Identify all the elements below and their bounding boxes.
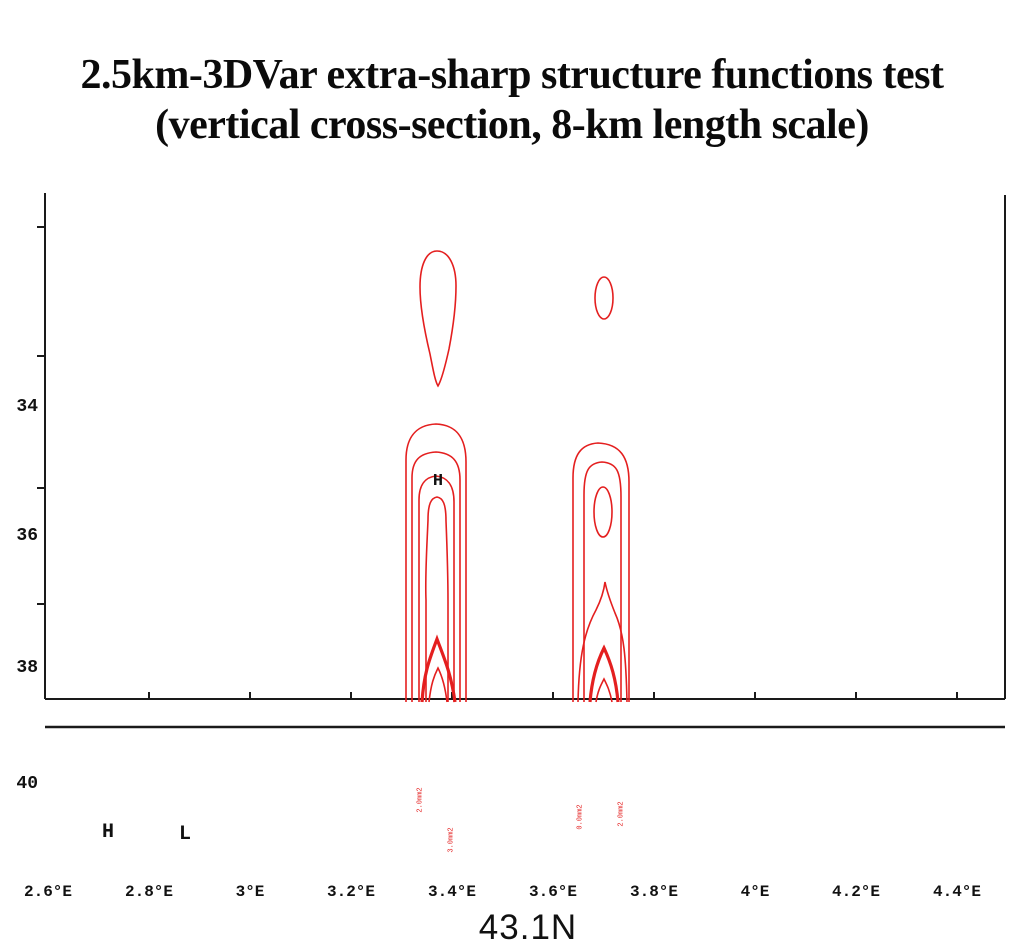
small-cell-contour [594, 276, 614, 320]
page-title-line2: (vertical cross-section, 8-km length sca… [155, 102, 869, 148]
y-tick-38: 38 [16, 658, 38, 678]
contour-value-label: 2.0mm2 [416, 786, 425, 814]
teardrop-high-contour [419, 250, 457, 388]
x-tick-3-2e: 3.2°E [326, 883, 375, 901]
x-tick-2-8e: 2.8°E [124, 883, 173, 901]
y-tick-40: 40 [16, 774, 38, 794]
x-tick-3-6e: 3.6°E [528, 883, 577, 901]
x-tick-2-6e: 2.6°E [23, 883, 72, 901]
y-tick-36: 36 [16, 526, 38, 546]
x-tick-3-8e: 3.8°E [629, 883, 678, 901]
x-tick-4-4e: 4.4°E [932, 883, 981, 901]
page-title-line1: 2.5km-3DVar extra-sharp structure functi… [80, 52, 944, 98]
contour-value-label: 0.0mm2 [576, 803, 585, 831]
plot-frame [37, 193, 1006, 729]
x-tick-4e: 4°E [740, 883, 770, 901]
y-tick-34: 34 [16, 397, 38, 417]
x-axis-label: 43.1N [478, 908, 578, 947]
contour-plot-canvas [37, 193, 1006, 729]
page-title: 2.5km-3DVar extra-sharp structure functi… [0, 50, 1024, 150]
high-marker-bottom: H [101, 821, 114, 844]
contour-value-label: 2.0mm2 [617, 800, 626, 828]
x-tick-4-2e: 4.2°E [831, 883, 880, 901]
right-contour-tower [572, 442, 630, 703]
x-tick-3e: 3°E [235, 883, 265, 901]
high-marker-top: H [432, 472, 444, 491]
low-marker-bottom: L [178, 823, 191, 846]
contour-value-label: 3.0mm2 [447, 826, 456, 854]
cross-section-plot: 34 36 38 40 2.6°E 2.8°E 3°E 3.2°E 3.4°E … [0, 180, 1024, 947]
contour-lines [405, 250, 630, 703]
left-contour-tower [405, 423, 467, 703]
x-tick-3-4e: 3.4°E [427, 883, 476, 901]
